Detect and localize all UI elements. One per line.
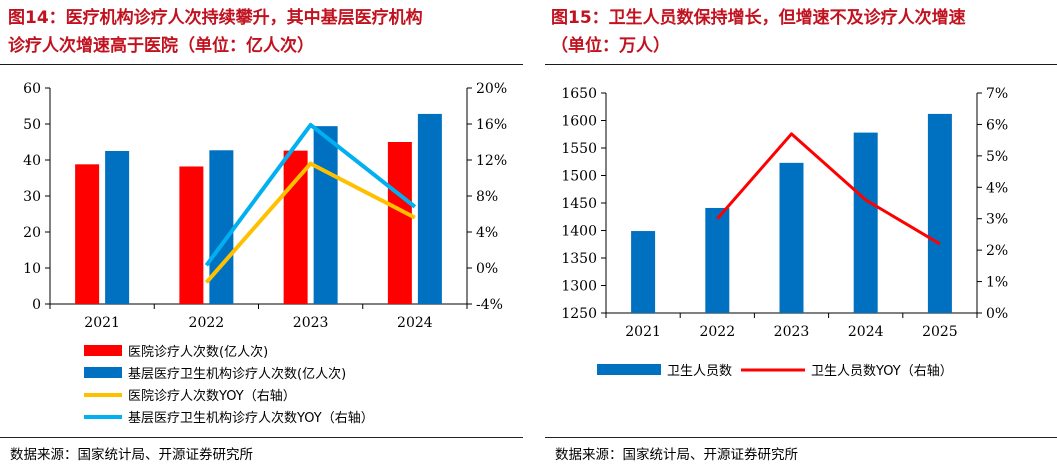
figure-14-title-rule	[0, 64, 523, 65]
left-axis-tick-label: 1550	[561, 141, 597, 157]
line-series-2	[204, 122, 417, 267]
figure-14: 图14：医疗机构诊疗人次持续攀升，其中基层医疗机构 诊疗人次增速高于医院（单位：…	[0, 0, 523, 469]
x-axis-tick-label: 2024	[397, 315, 433, 331]
figure-14-source: 数据来源：国家统计局、开源证券研究所	[10, 447, 253, 463]
bar-1	[779, 162, 804, 313]
right-axis-tick-label: 3%	[986, 212, 1008, 228]
legend-label: 基层医疗卫生机构诊疗人次数(亿人次)	[128, 366, 346, 382]
legend-label: 医院诊疗人次数YOY（右轴）	[128, 388, 296, 404]
left-axis-tick-label: 1600	[561, 114, 597, 130]
figure-15: 图15：卫生人员数保持增长，但增速不及诊疗人次增速 （单位：万人） 1250 13…	[545, 0, 1057, 469]
left-axis-tick-label: 60	[23, 81, 41, 97]
figure-15-source-rule	[545, 437, 1057, 438]
right-axis-tick-label: 0%	[986, 306, 1008, 322]
right-axis-tick-label: 5%	[986, 149, 1008, 165]
bar-2	[313, 126, 338, 304]
bar-1	[387, 142, 412, 304]
line-series-1	[204, 161, 416, 284]
chart-14: 0 10 20 30 40 50 60 -4% 0% 4% 8% 12% 16% 20% 2021 2022 2…	[23, 81, 507, 426]
x-axis-tick-label: 2023	[774, 324, 810, 340]
x-axis-tick-label: 2022	[189, 315, 225, 331]
x-axis-tick-label: 2023	[293, 315, 329, 331]
right-axis-tick-label: 8%	[476, 189, 498, 205]
x-axis-tick-label: 2021	[84, 315, 120, 331]
figure-14-source-rule	[0, 437, 523, 438]
bar-1	[631, 231, 656, 313]
right-axis-tick-label: 2%	[986, 243, 1008, 259]
left-axis-tick-label: 20	[23, 225, 41, 241]
right-axis-tick-label: 12%	[476, 153, 507, 169]
bar-2	[209, 150, 234, 304]
legend-swatch-bar	[597, 364, 661, 375]
right-axis-tick-label: -4%	[476, 297, 503, 313]
left-axis-tick-label: 50	[23, 117, 41, 133]
left-axis-tick-label: 30	[23, 189, 41, 205]
bar-1	[705, 207, 730, 313]
right-axis-tick-label: 4%	[476, 225, 498, 241]
x-axis-tick-label: 2025	[922, 324, 958, 340]
left-axis-tick-label: 1400	[561, 224, 597, 240]
x-axis-tick-label: 2021	[625, 324, 661, 340]
right-axis-tick-label: 7%	[986, 86, 1008, 102]
figure-15-title: 图15：卫生人员数保持增长，但增速不及诊疗人次增速 （单位：万人）	[551, 8, 966, 56]
bar-1	[179, 166, 204, 304]
legend-label: 基层医疗卫生机构诊疗人次数YOY（右轴）	[128, 410, 374, 426]
left-axis-tick-label: 1500	[561, 169, 597, 185]
left-axis-tick-label: 1350	[561, 251, 597, 267]
left-axis-tick-label: 1300	[561, 279, 597, 295]
figure-15-source: 数据来源：国家统计局、开源证券研究所	[555, 447, 798, 463]
left-axis-tick-label: 40	[23, 153, 41, 169]
left-axis-tick-label: 1250	[561, 306, 597, 322]
left-axis-tick-label: 10	[23, 261, 41, 277]
left-axis-tick-label: 1650	[561, 86, 597, 102]
line-series-1	[716, 132, 941, 246]
left-axis-tick-label: 0	[32, 297, 41, 313]
x-axis-tick-label: 2024	[848, 324, 884, 340]
right-axis-tick-label: 16%	[476, 117, 507, 133]
legend-label: 卫生人员数YOY（右轴）	[811, 364, 953, 379]
legend-label: 卫生人员数	[667, 364, 732, 379]
right-axis-tick-label: 4%	[986, 180, 1008, 196]
right-axis-tick-label: 0%	[476, 261, 498, 277]
bar-1	[283, 150, 308, 304]
right-axis-tick-label: 6%	[986, 117, 1008, 133]
bar-1	[75, 164, 100, 304]
right-axis-tick-label: 20%	[476, 81, 507, 97]
chart-15: 1250 1300 1350 1400 1450 1500 1550 1600 1650 0% 1%…	[561, 86, 1008, 379]
x-axis-tick-label: 2022	[699, 324, 735, 340]
figure-14-title: 图14：医疗机构诊疗人次持续攀升，其中基层医疗机构 诊疗人次增速高于医院（单位：…	[8, 8, 423, 56]
legend-swatch-bar	[84, 367, 122, 378]
bar-1	[853, 132, 878, 313]
figure-15-title-rule	[545, 64, 1057, 65]
right-axis-tick-label: 1%	[986, 275, 1008, 291]
left-axis-tick-label: 1450	[561, 196, 597, 212]
legend-label: 医院诊疗人次数(亿人次)	[128, 344, 268, 360]
bar-1	[927, 113, 952, 314]
legend-swatch-bar	[84, 345, 122, 356]
bar-2	[417, 113, 442, 304]
bar-2	[105, 151, 130, 304]
